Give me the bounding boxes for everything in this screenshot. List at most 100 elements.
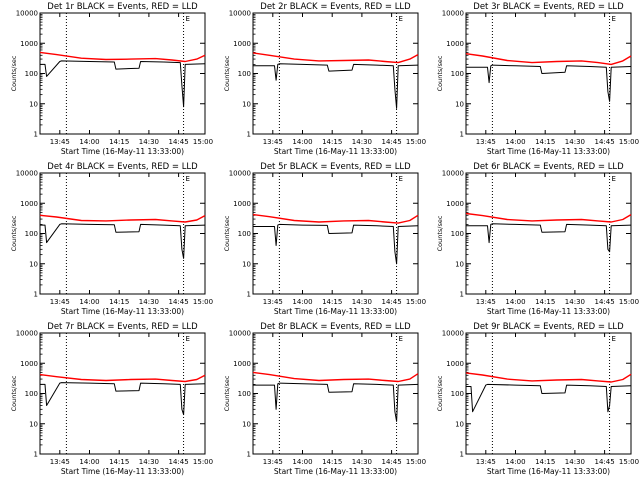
y-tick-label: 10000 (229, 10, 251, 18)
x-tick-label: 15:00 (619, 138, 639, 146)
y-tick-label: 10 (455, 100, 464, 108)
x-tick-label: 14:00 (292, 298, 312, 306)
x-tick-label: 14:30 (139, 458, 159, 466)
chart-panel-9: Det 9r BLACK = Events, RED = LLD 1 10 100 10… (436, 322, 639, 476)
lld-series-line (39, 373, 206, 383)
y-tick-label: 100 (238, 70, 251, 78)
x-tick-label: 13:45 (50, 458, 70, 466)
y-tick-label: 100 (238, 390, 251, 398)
x-axis-label: Start Time (16-May-11 13:33:00) (61, 467, 184, 476)
x-tick-label: 14:00 (292, 458, 312, 466)
chart-panel-7: Det 7r BLACK = Events, RED = LLD 1 10 100 10… (10, 322, 213, 476)
y-tick-label: 1 (34, 291, 38, 299)
x-tick-label: 14:15 (535, 298, 555, 306)
chart-title: Det 9r BLACK = Events, RED = LLD (473, 322, 624, 332)
events-series-line (253, 63, 419, 109)
y-tick-label: 10 (455, 260, 464, 268)
y-tick-label: 1000 (446, 40, 464, 48)
event-marker-label: E (399, 175, 403, 183)
x-tick-label: 14:00 (505, 458, 525, 466)
x-tick-label: 15:00 (619, 298, 639, 306)
x-tick-label: 15:00 (193, 298, 213, 306)
y-axis-label: Counts/sec (223, 55, 231, 91)
y-tick-label: 10 (242, 420, 251, 428)
x-tick-label: 14:30 (565, 138, 585, 146)
x-tick-label: 14:30 (139, 298, 159, 306)
lld-series-line (252, 371, 419, 383)
x-tick-label: 14:45 (595, 298, 615, 306)
x-tick-label: 14:30 (139, 138, 159, 146)
chart-title: Det 8r BLACK = Events, RED = LLD (260, 322, 411, 332)
x-tick-label: 14:00 (505, 298, 525, 306)
x-tick-label: 15:00 (619, 458, 639, 466)
event-marker-label: E (612, 15, 616, 23)
x-tick-label: 14:00 (292, 138, 312, 146)
events-series-line (40, 60, 206, 108)
y-tick-label: 1 (247, 291, 251, 299)
chart-title: Det 6r BLACK = Events, RED = LLD (473, 162, 624, 172)
x-tick-label: 14:45 (595, 458, 615, 466)
chart-panel-6: Det 6r BLACK = Events, RED = LLD 1 10 100 10… (436, 162, 639, 316)
y-tick-label: 100 (238, 230, 251, 238)
y-tick-label: 100 (451, 70, 464, 78)
y-tick-label: 10000 (442, 330, 464, 338)
y-axis-label: Counts/sec (436, 55, 444, 91)
y-tick-label: 100 (25, 70, 38, 78)
events-series-line (40, 382, 206, 416)
x-tick-label: 15:00 (406, 138, 426, 146)
y-tick-label: 10000 (442, 10, 464, 18)
y-tick-label: 10 (29, 260, 38, 268)
y-tick-label: 1 (460, 291, 464, 299)
x-tick-label: 14:00 (505, 138, 525, 146)
x-tick-label: 15:00 (406, 458, 426, 466)
x-axis-label: Start Time (16-May-11 13:33:00) (487, 307, 610, 316)
y-tick-label: 10 (455, 420, 464, 428)
y-axis-label: Counts/sec (223, 375, 231, 411)
lld-series-line (252, 52, 419, 64)
chart-title: Det 3r BLACK = Events, RED = LLD (473, 2, 624, 12)
events-series-line (466, 383, 632, 413)
x-tick-label: 14:15 (535, 138, 555, 146)
plot-frame (39, 12, 206, 135)
chart-panel-3: Det 3r BLACK = Events, RED = LLD 1 10 100 10… (436, 2, 639, 156)
x-tick-label: 14:45 (169, 298, 189, 306)
chart-title: Det 7r BLACK = Events, RED = LLD (47, 322, 198, 332)
x-tick-label: 14:30 (352, 458, 372, 466)
y-tick-label: 10000 (16, 10, 38, 18)
x-tick-label: 15:00 (193, 458, 213, 466)
y-tick-label: 1 (34, 131, 38, 139)
y-tick-label: 1000 (233, 40, 251, 48)
y-tick-label: 100 (25, 230, 38, 238)
y-axis-label: Counts/sec (10, 55, 18, 91)
plot-frame (465, 172, 632, 295)
y-tick-label: 100 (25, 390, 38, 398)
events-series-line (466, 64, 632, 102)
x-tick-label: 14:15 (109, 138, 129, 146)
x-tick-label: 15:00 (406, 298, 426, 306)
x-axis-label: Start Time (16-May-11 13:33:00) (274, 467, 397, 476)
lld-series-line (252, 213, 419, 224)
y-tick-label: 1 (247, 451, 251, 459)
y-tick-label: 10000 (229, 330, 251, 338)
x-tick-label: 13:45 (476, 298, 496, 306)
events-series-line (253, 382, 419, 422)
y-tick-label: 100 (451, 230, 464, 238)
y-tick-label: 10000 (442, 170, 464, 178)
y-axis-label: Counts/sec (10, 375, 18, 411)
y-tick-label: 10000 (229, 170, 251, 178)
y-tick-label: 1 (34, 451, 38, 459)
x-tick-label: 14:00 (79, 138, 99, 146)
y-tick-label: 1000 (233, 200, 251, 208)
x-tick-label: 14:00 (79, 458, 99, 466)
chart-panel-1: Det 1r BLACK = Events, RED = LLD 1 10 100 10… (10, 2, 213, 156)
x-tick-label: 13:45 (263, 458, 283, 466)
x-tick-label: 14:15 (322, 138, 342, 146)
chart-title: Det 2r BLACK = Events, RED = LLD (260, 2, 411, 12)
y-axis-label: Counts/sec (10, 215, 18, 251)
x-tick-label: 14:15 (322, 298, 342, 306)
x-tick-label: 14:15 (322, 458, 342, 466)
y-tick-label: 10 (242, 260, 251, 268)
x-tick-label: 14:45 (169, 458, 189, 466)
event-marker-label: E (186, 175, 190, 183)
